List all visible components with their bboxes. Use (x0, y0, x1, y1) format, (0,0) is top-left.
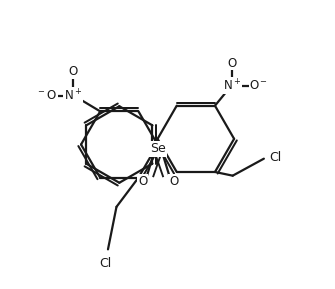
Text: O: O (138, 175, 147, 188)
Text: N$^+$: N$^+$ (64, 88, 82, 103)
Text: Cl: Cl (99, 257, 111, 270)
Text: O: O (69, 65, 78, 78)
Text: $^-$O: $^-$O (36, 89, 57, 102)
Text: Cl: Cl (269, 151, 281, 164)
Text: O: O (169, 175, 178, 188)
Text: O$^-$: O$^-$ (249, 79, 268, 92)
Text: Se: Se (150, 142, 166, 155)
Text: O: O (227, 57, 237, 70)
Text: N$^+$: N$^+$ (223, 78, 241, 94)
